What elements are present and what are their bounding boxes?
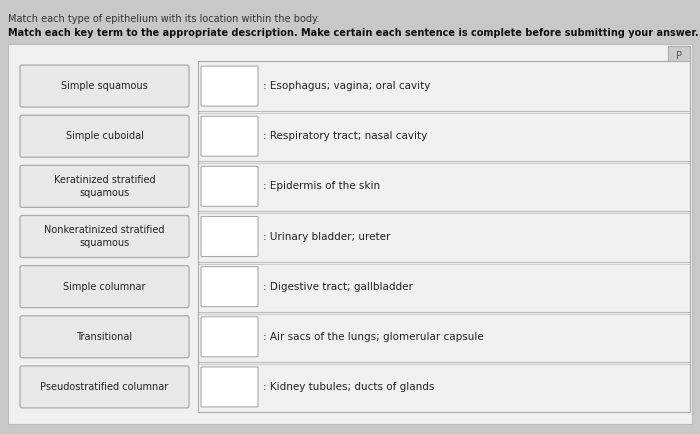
Bar [198, 61, 690, 111]
Bar [8, 44, 692, 424]
Text: Simple squamous: Simple squamous [61, 81, 148, 91]
Bar [198, 312, 690, 362]
FancyBboxPatch shape [201, 116, 258, 156]
Text: Nonkeratinized stratified
squamous: Nonkeratinized stratified squamous [44, 225, 164, 248]
Text: Match each type of epithelium with its location within the body.: Match each type of epithelium with its l… [8, 14, 319, 24]
Text: Keratinized stratified
squamous: Keratinized stratified squamous [54, 175, 155, 197]
Text: : Epidermis of the skin: : Epidermis of the skin [263, 181, 380, 191]
Bar [198, 161, 690, 211]
Text: Transitional: Transitional [76, 332, 132, 342]
FancyBboxPatch shape [20, 316, 189, 358]
FancyBboxPatch shape [20, 366, 189, 408]
Text: Simple cuboidal: Simple cuboidal [66, 131, 144, 141]
FancyBboxPatch shape [201, 367, 258, 407]
FancyBboxPatch shape [20, 165, 189, 207]
FancyBboxPatch shape [201, 66, 258, 106]
Bar [198, 111, 690, 161]
Text: : Air sacs of the lungs; glomerular capsule: : Air sacs of the lungs; glomerular caps… [263, 332, 484, 342]
Text: Match each key term to the appropriate description. Make certain each sentence i: Match each key term to the appropriate d… [8, 28, 699, 38]
Text: P: P [676, 51, 682, 61]
Text: : Kidney tubules; ducts of glands: : Kidney tubules; ducts of glands [263, 382, 435, 392]
FancyBboxPatch shape [20, 65, 189, 107]
FancyBboxPatch shape [201, 217, 258, 256]
Text: Simple columnar: Simple columnar [63, 282, 146, 292]
Bar [198, 211, 690, 262]
Text: : Digestive tract; gallbladder: : Digestive tract; gallbladder [263, 282, 413, 292]
Bar [198, 262, 690, 312]
Bar [198, 362, 690, 412]
FancyBboxPatch shape [201, 166, 258, 206]
Text: Pseudostratified columnar: Pseudostratified columnar [41, 382, 169, 392]
Text: : Respiratory tract; nasal cavity: : Respiratory tract; nasal cavity [263, 131, 427, 141]
FancyBboxPatch shape [20, 216, 189, 257]
FancyBboxPatch shape [201, 266, 258, 307]
Bar [668, 46, 690, 66]
Bar [198, 61, 690, 412]
FancyBboxPatch shape [20, 115, 189, 157]
FancyBboxPatch shape [20, 266, 189, 308]
Text: : Urinary bladder; ureter: : Urinary bladder; ureter [263, 231, 391, 241]
Text: : Esophagus; vagina; oral cavity: : Esophagus; vagina; oral cavity [263, 81, 430, 91]
FancyBboxPatch shape [201, 317, 258, 357]
